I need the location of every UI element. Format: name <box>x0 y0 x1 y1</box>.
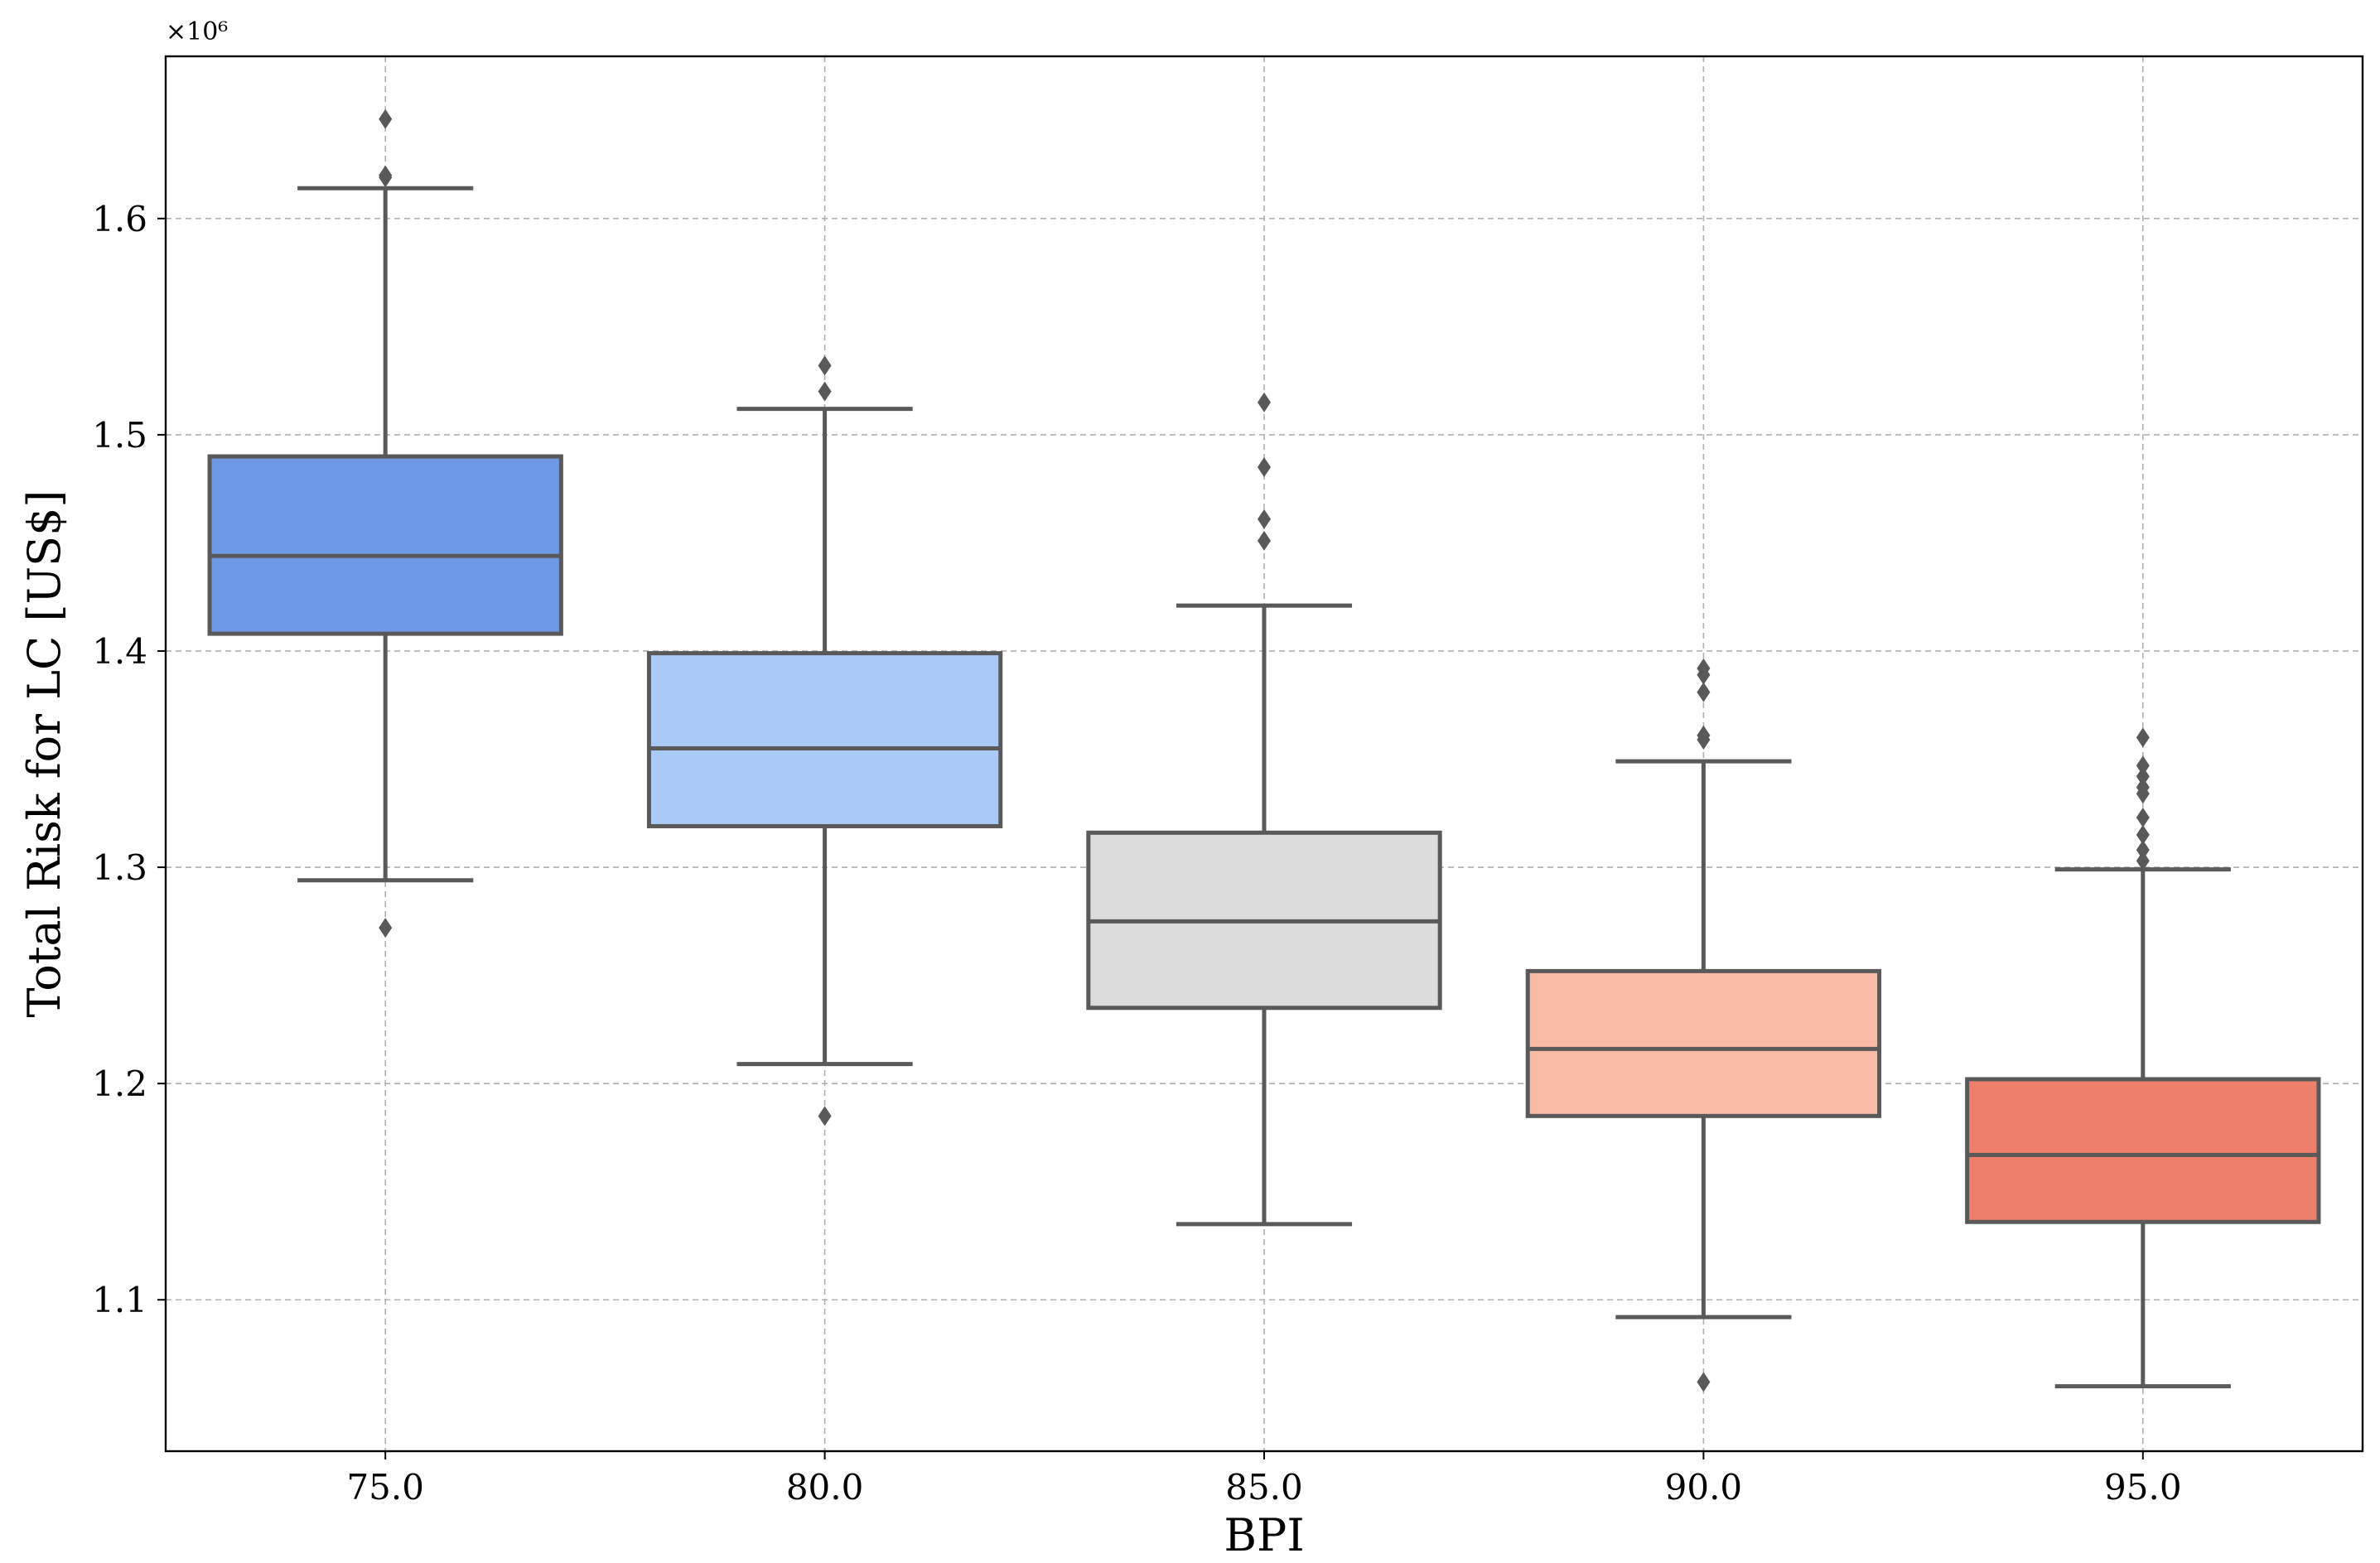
box-plot-series <box>207 109 2321 1392</box>
outlier-marker <box>1697 725 1711 745</box>
box-group-75.0 <box>207 109 563 938</box>
y-axis-exponent-label: ×10⁶ <box>166 17 228 46</box>
y-tick-label: 1.5 <box>92 415 147 456</box>
box-group-90.0 <box>1525 658 1882 1392</box>
x-axis-label: BPI <box>1224 1509 1304 1561</box>
outlier-marker <box>1258 530 1271 551</box>
outlier-marker <box>1697 682 1711 702</box>
box-group-80.0 <box>646 355 1003 1126</box>
outlier-marker <box>379 109 393 129</box>
outlier-marker <box>379 918 393 938</box>
box-iqr <box>1525 968 1882 1118</box>
outlier-marker <box>2136 824 2150 845</box>
outlier-marker <box>2136 727 2150 748</box>
box-iqr <box>646 651 1003 828</box>
outlier-marker <box>2136 777 2150 798</box>
outlier-marker <box>2136 840 2150 861</box>
outlier-marker <box>2136 755 2150 776</box>
y-tick-label: 1.2 <box>92 1064 147 1104</box>
outlier-marker <box>1258 457 1271 478</box>
y-tick-label: 1.1 <box>92 1280 147 1320</box>
x-tick-label: 95.0 <box>2104 1467 2182 1508</box>
box-group-95.0 <box>1965 727 2321 1389</box>
x-tick-label: 90.0 <box>1665 1467 1743 1508</box>
x-tick-label: 80.0 <box>786 1467 864 1508</box>
outlier-marker <box>2136 766 2150 787</box>
y-tick-label: 1.4 <box>92 631 147 672</box>
box-group-85.0 <box>1086 392 1442 1227</box>
box-iqr <box>1965 1077 2321 1224</box>
outlier-marker <box>1258 509 1271 529</box>
outlier-marker <box>1258 392 1271 412</box>
y-axis-label: Total Risk for LC [US$] <box>18 490 70 1017</box>
outlier-marker <box>2136 808 2150 828</box>
box-iqr <box>207 454 563 636</box>
outlier-marker <box>1697 1372 1711 1392</box>
outlier-marker <box>379 165 393 186</box>
axis-ticks: 1.1 1.2 1.3 1.4 1.5 1.6 75.0 80.0 85.0 90.0 95.0 <box>92 199 2181 1508</box>
outlier-marker <box>818 1106 832 1126</box>
outlier-marker <box>1697 658 1711 678</box>
x-tick-label: 85.0 <box>1225 1467 1303 1508</box>
y-tick-label: 1.3 <box>92 847 147 888</box>
outlier-marker <box>818 381 832 402</box>
y-tick-label: 1.6 <box>92 199 147 239</box>
x-tick-label: 75.0 <box>346 1467 424 1508</box>
outlier-marker <box>818 355 832 376</box>
outlier-marker <box>2136 851 2150 871</box>
